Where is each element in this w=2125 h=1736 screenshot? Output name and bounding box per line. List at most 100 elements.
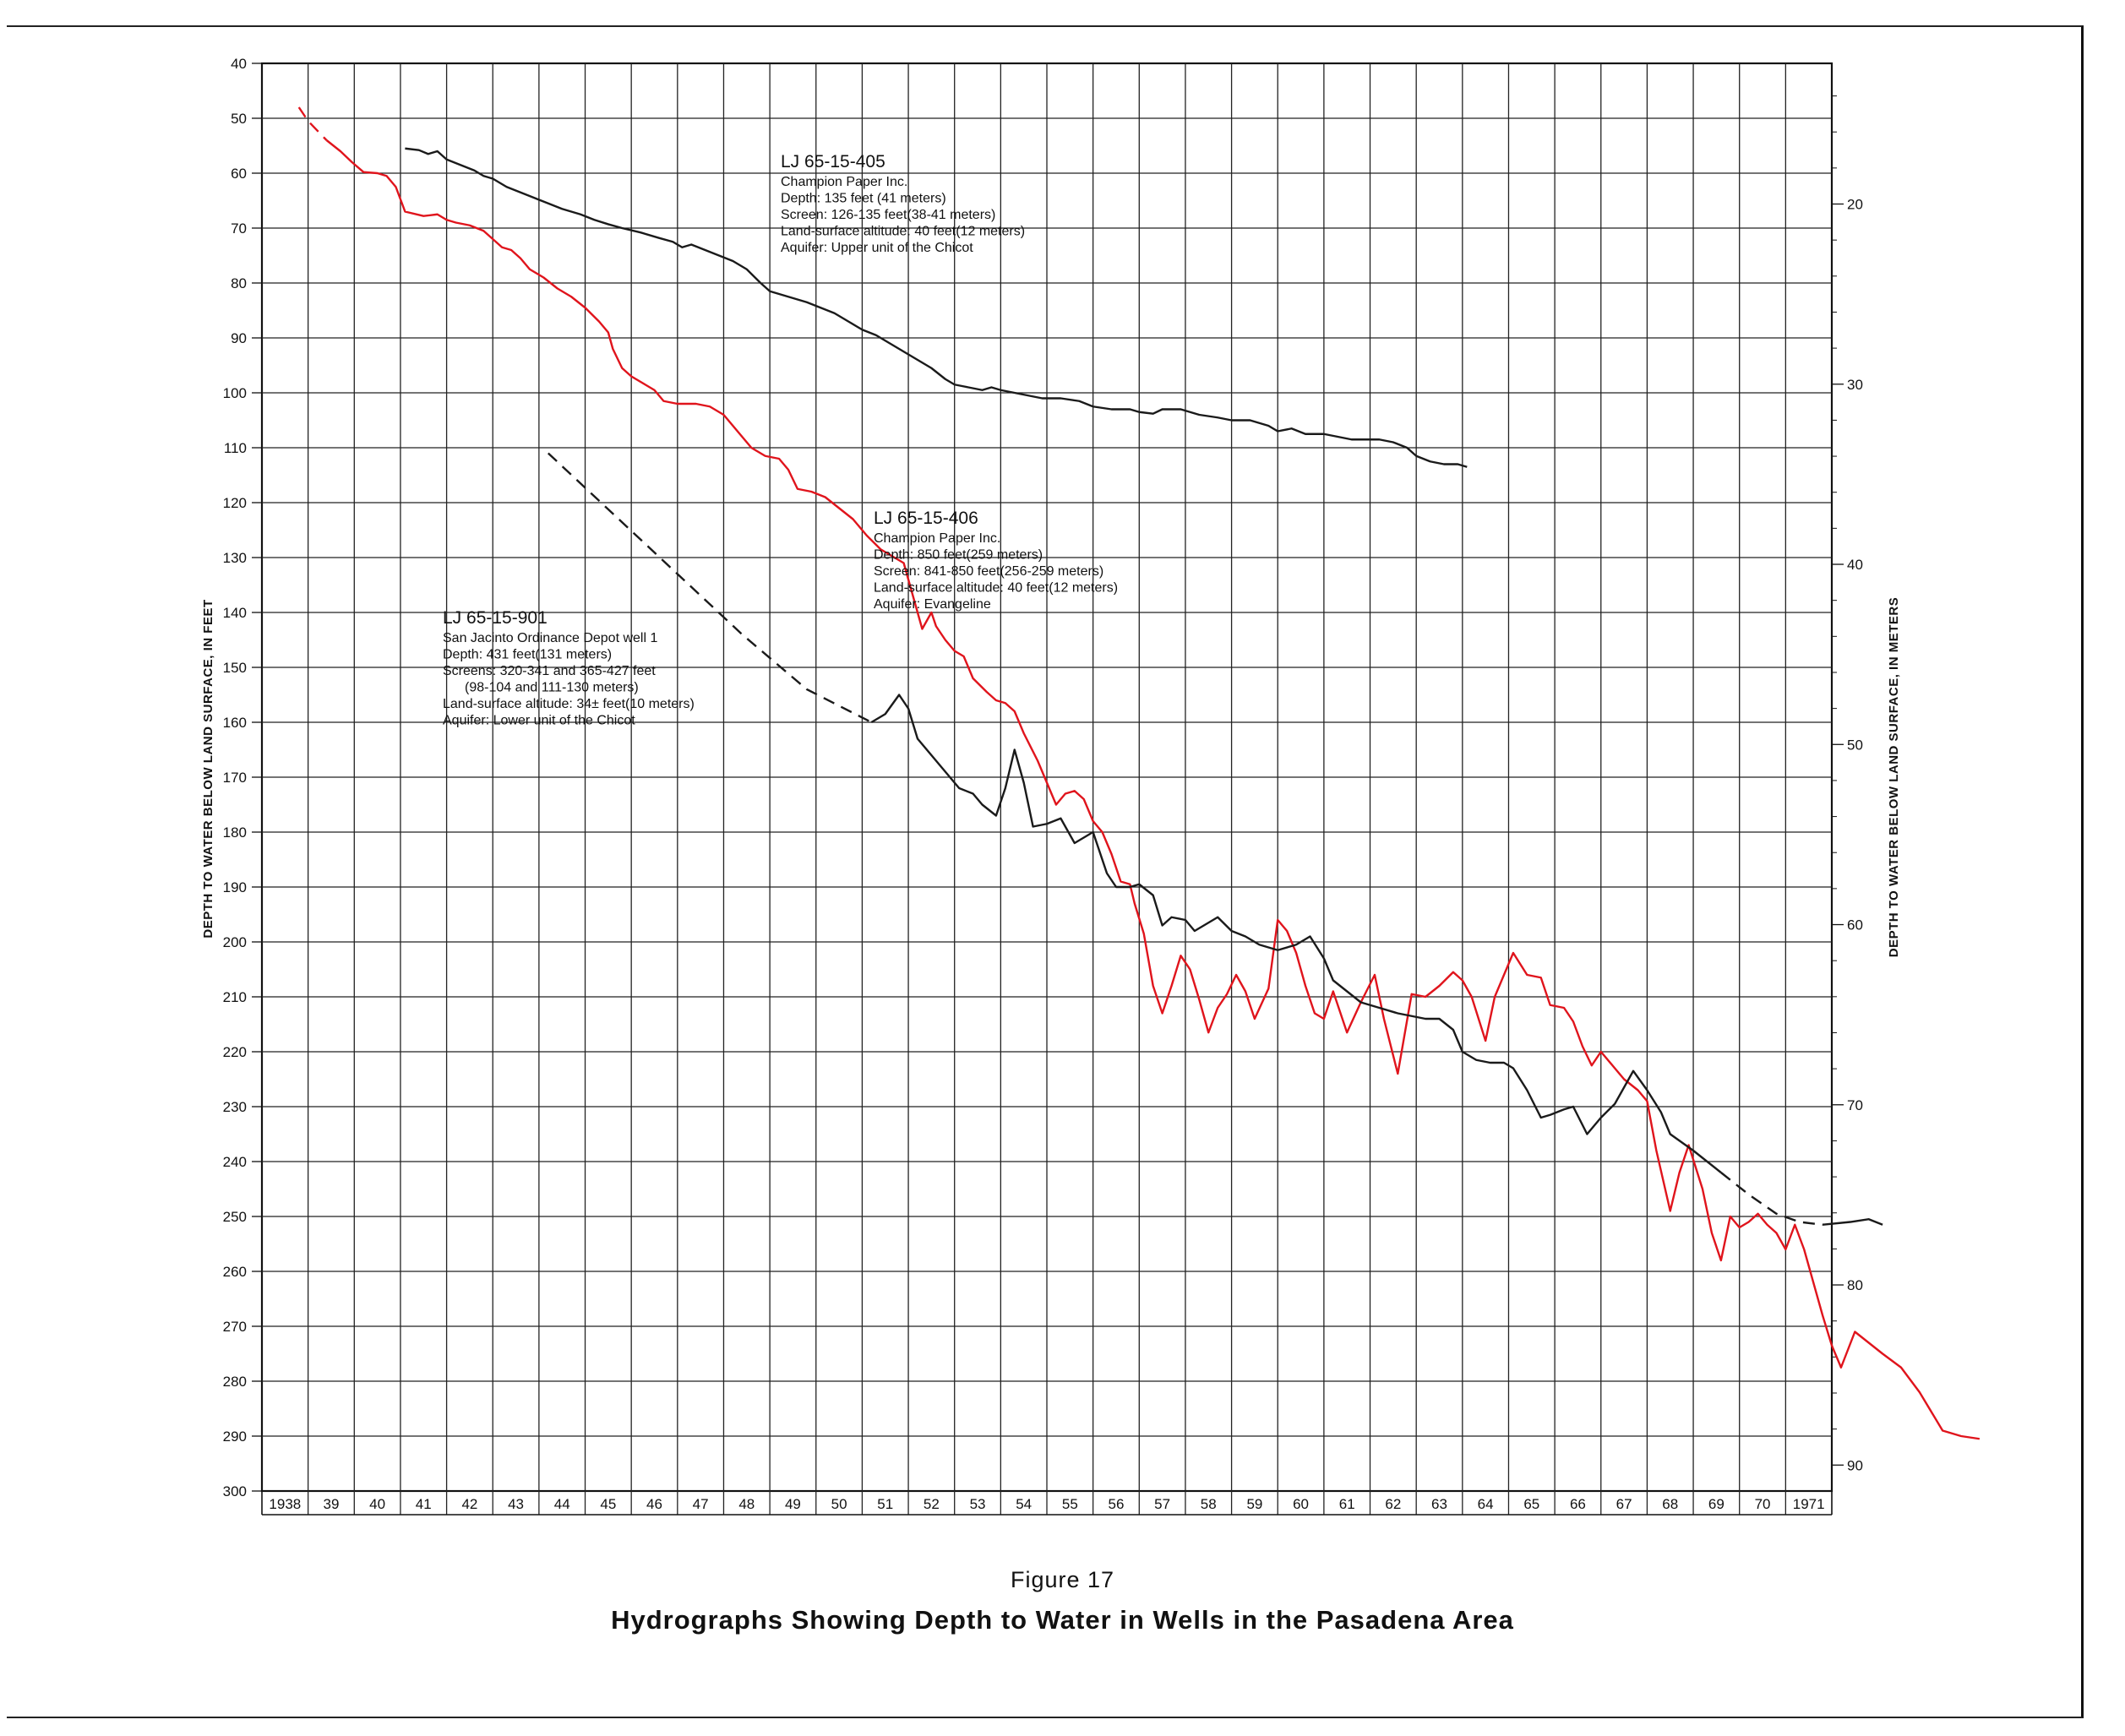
y-tick-label-left: 50 bbox=[231, 111, 247, 127]
annotation-line: Aquifer: Evangeline bbox=[874, 597, 991, 612]
series-lj-65-15-406 bbox=[297, 106, 1981, 1440]
annotation-line: Land-surface altitude: 40 feet(12 meters… bbox=[874, 581, 1118, 596]
x-tick-label: 68 bbox=[1662, 1496, 1678, 1512]
y-tick-label-left: 200 bbox=[223, 934, 247, 950]
y-tick-label-right: 90 bbox=[1847, 1457, 1863, 1473]
y-tick-label-left: 300 bbox=[223, 1483, 247, 1499]
grid bbox=[260, 62, 1833, 1516]
x-tick-label: 1971 bbox=[1793, 1496, 1825, 1512]
annotation-line: Depth: 431 feet(131 meters) bbox=[443, 648, 612, 662]
y-axis-left-title: DEPTH TO WATER BELOW LAND SURFACE, IN FE… bbox=[201, 599, 215, 938]
y-tick-label-left: 70 bbox=[231, 220, 247, 237]
x-tick-label: 70 bbox=[1755, 1496, 1771, 1512]
x-tick-label: 43 bbox=[508, 1496, 524, 1512]
y-tick-label-left: 190 bbox=[223, 879, 247, 895]
x-tick-label: 64 bbox=[1478, 1496, 1494, 1512]
y-tick-label-right: 60 bbox=[1847, 917, 1863, 933]
x-tick-label: 47 bbox=[693, 1496, 709, 1512]
y-tick-label-left: 280 bbox=[223, 1374, 247, 1390]
y-tick-label-left: 40 bbox=[231, 56, 247, 72]
annotation-line: San Jacinto Ordinance Depot well 1 bbox=[443, 631, 657, 645]
y-tick-label-left: 230 bbox=[223, 1099, 247, 1115]
annotation-lj-65-15-901: LJ 65-15-901 San Jacinto Ordinance Depot … bbox=[443, 608, 695, 728]
y-tick-label-left: 150 bbox=[223, 660, 247, 676]
y-tick-label-left: 140 bbox=[223, 605, 247, 621]
y-tick-label-left: 250 bbox=[223, 1209, 247, 1225]
y-tick-label-left: 80 bbox=[231, 275, 247, 291]
figure-number: Figure 17 bbox=[1010, 1567, 1115, 1592]
y-tick-label-right: 70 bbox=[1847, 1097, 1863, 1113]
series-line bbox=[325, 139, 1981, 1440]
x-tick-label: 65 bbox=[1523, 1496, 1539, 1512]
y-tick-label-left: 110 bbox=[224, 440, 247, 456]
annotation-line: Champion Paper Inc. bbox=[874, 531, 1000, 546]
y-tick-label-left: 210 bbox=[223, 989, 247, 1005]
series-line bbox=[405, 147, 1468, 468]
annotation-line: Aquifer: Lower unit of the Chicot bbox=[443, 714, 635, 728]
y-tick-label-left: 220 bbox=[223, 1044, 247, 1060]
x-axis: 1938 39 40 41 42 43 44 45 46 47 48 49 50 51 52 53 54 55 56… bbox=[269, 1496, 1824, 1512]
x-tick-label: 63 bbox=[1431, 1496, 1447, 1512]
x-tick-label: 54 bbox=[1016, 1496, 1032, 1512]
y-tick-label-right: 20 bbox=[1847, 197, 1863, 213]
annotation-title: LJ 65-15-406 bbox=[874, 509, 978, 528]
y-tick-label-left: 160 bbox=[223, 715, 247, 731]
series-lj-65-15-901 bbox=[547, 452, 1883, 1226]
y-tick-label-right: 80 bbox=[1847, 1277, 1863, 1293]
series-line bbox=[1822, 1218, 1883, 1226]
annotation-line: Land-surface altitude: 40 feet(12 meters… bbox=[781, 225, 1025, 239]
y-tick-label-left: 90 bbox=[231, 330, 247, 346]
y-tick-label-left: 130 bbox=[223, 550, 247, 566]
x-tick-label: 69 bbox=[1708, 1496, 1725, 1512]
y-axis-right-title: DEPTH TO WATER BELOW LAND SURFACE, IN ME… bbox=[1887, 597, 1901, 957]
x-tick-label: 52 bbox=[924, 1496, 940, 1512]
annotation-line: Depth: 850 feet(259 meters) bbox=[874, 548, 1043, 563]
page-border bbox=[7, 25, 2084, 1718]
figure-title: Hydrographs Showing Depth to Water in We… bbox=[611, 1605, 1514, 1635]
y-tick-label-left: 180 bbox=[223, 824, 247, 841]
y-tick-label-left: 120 bbox=[223, 495, 247, 511]
y-tick-label-left: 290 bbox=[223, 1429, 247, 1445]
annotation-line: Depth: 135 feet (41 meters) bbox=[781, 192, 946, 206]
x-tick-label: 58 bbox=[1201, 1496, 1217, 1512]
x-tick-label: 60 bbox=[1293, 1496, 1309, 1512]
x-tick-label: 59 bbox=[1246, 1496, 1262, 1512]
annotation-lj-65-15-406: LJ 65-15-406 Champion Paper Inc. Depth: 85… bbox=[874, 509, 1118, 612]
x-tick-label: 50 bbox=[831, 1496, 847, 1512]
y-tick-label-left: 100 bbox=[223, 385, 247, 401]
y-tick-label-right: 50 bbox=[1847, 737, 1863, 753]
x-tick-label: 48 bbox=[738, 1496, 755, 1512]
x-tick-label: 67 bbox=[1616, 1496, 1632, 1512]
y-tick-label-right: 30 bbox=[1847, 377, 1863, 393]
annotation-title: LJ 65-15-901 bbox=[443, 608, 548, 628]
annotation-line: Land-surface altitude: 34± feet(10 meter… bbox=[443, 697, 695, 711]
y-tick-label-left: 240 bbox=[223, 1154, 247, 1170]
y-tick-label-right: 40 bbox=[1847, 557, 1863, 573]
series-line-dashed bbox=[297, 106, 328, 141]
y-tick-label-left: 260 bbox=[223, 1264, 247, 1280]
annotation-line: Aquifer: Upper unit of the Chicot bbox=[781, 241, 973, 255]
x-tick-label: 49 bbox=[785, 1496, 801, 1512]
x-tick-label: 40 bbox=[369, 1496, 385, 1512]
y-tick-label-left: 60 bbox=[231, 166, 247, 182]
x-tick-label: 57 bbox=[1154, 1496, 1170, 1512]
annotation-line: Champion Paper Inc. bbox=[781, 175, 907, 189]
annotation-title: LJ 65-15-405 bbox=[781, 152, 885, 171]
series-line bbox=[870, 694, 1722, 1173]
x-tick-label: 62 bbox=[1385, 1496, 1401, 1512]
x-tick-label: 55 bbox=[1062, 1496, 1078, 1512]
x-tick-label: 42 bbox=[461, 1496, 477, 1512]
x-tick-label: 61 bbox=[1339, 1496, 1355, 1512]
series-layer bbox=[297, 106, 1981, 1440]
y-tick-label-left: 270 bbox=[223, 1319, 247, 1335]
x-tick-label: 51 bbox=[877, 1496, 893, 1512]
y-axis-left: 40 50 60 70 80 90 100 110 120 130 140 150 160 170 180 1… bbox=[223, 56, 262, 1499]
x-tick-label: 66 bbox=[1570, 1496, 1586, 1512]
y-axis-right: 20 30 40 50 60 70 80 90 bbox=[1832, 95, 1863, 1473]
annotation-line: Screen: 841-850 feet(256-259 meters) bbox=[874, 564, 1103, 579]
x-tick-label: 41 bbox=[416, 1496, 432, 1512]
annotations: LJ 65-15-405 Champion Paper Inc. Depth: 13… bbox=[443, 152, 1118, 728]
x-tick-label: 53 bbox=[970, 1496, 986, 1512]
x-tick-label: 45 bbox=[600, 1496, 616, 1512]
